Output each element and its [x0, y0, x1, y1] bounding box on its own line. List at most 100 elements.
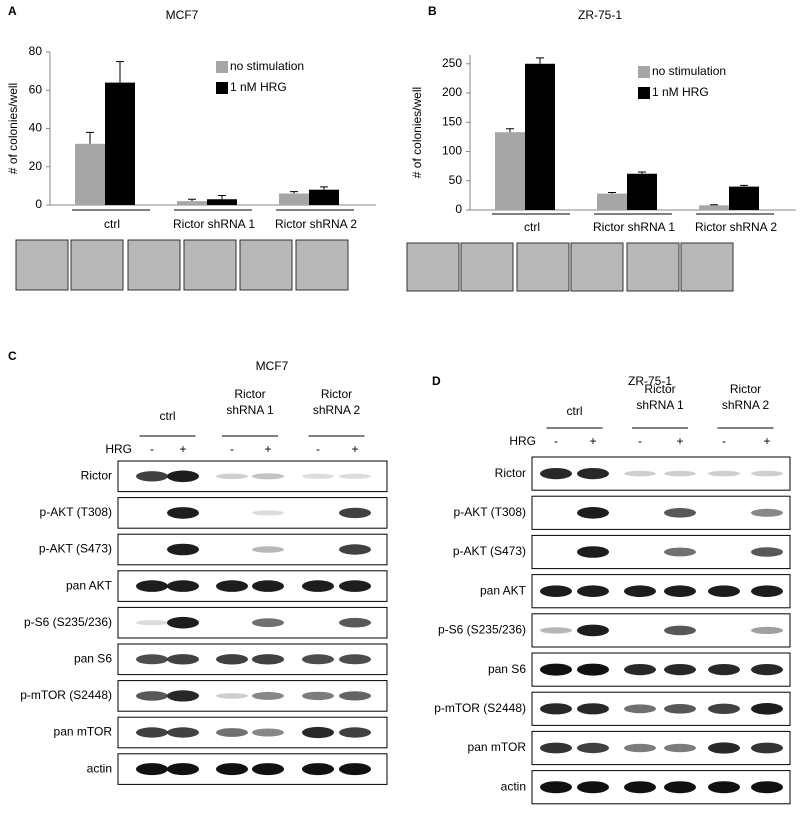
legend-swatch — [216, 61, 228, 73]
lane-sign: - — [230, 442, 234, 456]
panel-label: B — [428, 4, 437, 18]
treatment-label: HRG — [105, 442, 132, 456]
y-tick-label: 60 — [29, 82, 43, 96]
row-label: p-S6 (S235/236) — [438, 623, 526, 637]
bar — [309, 189, 339, 205]
band — [708, 470, 740, 477]
band — [577, 507, 609, 519]
legend-label: 1 nM HRG — [230, 80, 287, 94]
band — [751, 781, 783, 794]
band — [577, 468, 609, 480]
band — [136, 763, 168, 776]
lane-sign: + — [179, 442, 186, 456]
band — [540, 468, 572, 480]
legend-label: 1 nM HRG — [652, 85, 709, 99]
y-axis-label: # of colonies/well — [410, 87, 424, 178]
row-label: p-AKT (S473) — [453, 544, 526, 558]
band — [216, 473, 248, 480]
bar — [525, 63, 555, 210]
group-label: ctrl — [160, 409, 176, 423]
bar — [729, 186, 759, 210]
legend-swatch — [638, 87, 650, 99]
error-bar — [116, 61, 124, 83]
band — [624, 585, 656, 597]
band — [252, 728, 284, 737]
row-label: actin — [501, 779, 526, 793]
band — [339, 654, 371, 665]
panel-label: D — [432, 374, 441, 388]
band — [664, 743, 696, 753]
group-label: shRNA 2 — [722, 398, 770, 412]
group-label: shRNA 1 — [636, 398, 684, 412]
bar — [177, 201, 207, 205]
band — [339, 727, 371, 738]
band — [540, 663, 572, 676]
group-label: shRNA 2 — [313, 403, 361, 417]
band — [167, 763, 199, 776]
band — [302, 691, 334, 701]
group-label: Rictor — [234, 387, 265, 401]
band — [751, 626, 783, 635]
band — [624, 704, 656, 714]
bar — [627, 173, 657, 210]
band — [216, 763, 248, 776]
band — [167, 543, 199, 556]
band — [751, 470, 783, 477]
panel-label: C — [8, 349, 17, 363]
x-tick-label: ctrl — [524, 220, 540, 234]
blot-frame — [531, 613, 791, 648]
treatment-label: HRG — [509, 434, 536, 448]
band — [167, 690, 199, 702]
band — [540, 742, 572, 754]
band — [577, 742, 609, 754]
y-tick-label: 100 — [442, 144, 462, 158]
y-tick-label: 80 — [29, 44, 43, 58]
band — [751, 703, 783, 715]
band — [751, 547, 783, 557]
error-bar — [638, 171, 646, 174]
y-tick-label: 250 — [442, 56, 462, 70]
band — [216, 693, 248, 699]
band — [577, 663, 609, 676]
lane-sign: - — [316, 442, 320, 456]
band — [751, 585, 783, 597]
band — [136, 691, 168, 701]
row-label: p-mTOR (S2448) — [20, 688, 112, 702]
band — [252, 473, 284, 480]
lane-sign: + — [264, 442, 271, 456]
x-tick-label: Rictor shRNA 1 — [173, 217, 255, 231]
band — [216, 580, 248, 592]
band — [751, 664, 783, 676]
band — [708, 664, 740, 676]
band — [167, 654, 199, 665]
band — [577, 703, 609, 715]
blot-frame — [531, 770, 791, 805]
y-tick-label: 200 — [442, 85, 462, 99]
band — [540, 703, 572, 715]
band — [167, 580, 199, 592]
chart-title: MCF7 — [166, 8, 199, 22]
band — [577, 624, 609, 637]
y-tick-label: 0 — [35, 197, 42, 211]
blot-title: MCF7 — [256, 359, 289, 373]
band — [252, 691, 284, 700]
blot-frame — [531, 534, 791, 570]
row-label: p-AKT (T308) — [454, 505, 526, 519]
blot-frame — [531, 730, 791, 766]
band — [577, 585, 609, 597]
group-label: Rictor — [644, 382, 675, 396]
row-label: pan mTOR — [54, 725, 113, 739]
lane-sign: + — [763, 434, 770, 448]
band — [664, 625, 696, 636]
band — [339, 507, 371, 519]
band — [136, 580, 168, 592]
lane-sign: - — [638, 434, 642, 448]
band — [167, 470, 199, 483]
error-bar — [506, 128, 514, 133]
band — [624, 781, 656, 794]
band — [664, 704, 696, 714]
error-bar — [218, 194, 226, 200]
error-bar — [320, 186, 328, 190]
colony-images — [15, 239, 734, 292]
row-label: p-AKT (S473) — [39, 542, 112, 556]
